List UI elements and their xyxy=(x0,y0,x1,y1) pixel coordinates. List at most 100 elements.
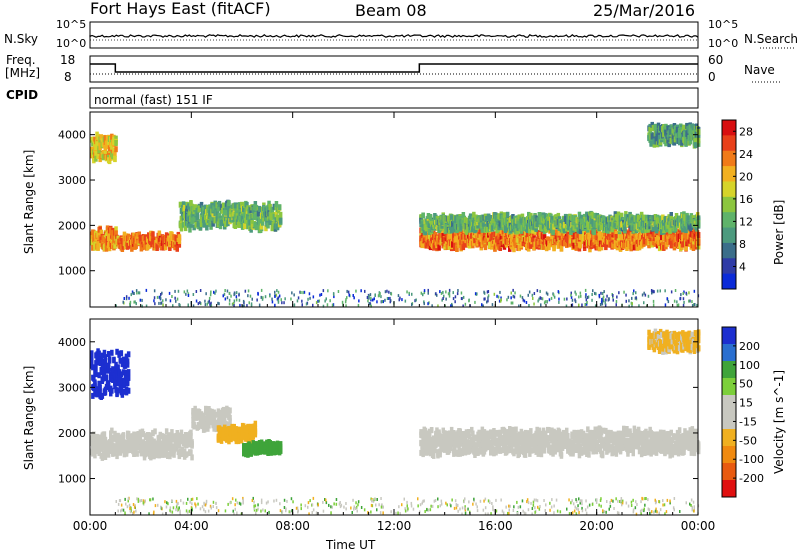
power-ground-cell xyxy=(631,302,633,306)
power-cell xyxy=(595,229,600,236)
velocity-cell xyxy=(117,438,121,445)
velocity-cell xyxy=(123,369,128,376)
power-cell xyxy=(664,123,668,130)
power-ground-cell xyxy=(386,297,389,300)
velocity-cell xyxy=(116,387,120,394)
velocity-cell xyxy=(227,433,231,440)
velocity-cell xyxy=(112,356,116,363)
power-cell xyxy=(547,217,551,224)
power-cell xyxy=(220,219,225,226)
power-cell xyxy=(261,219,265,226)
power-cell xyxy=(179,223,184,230)
power-ground-cell xyxy=(159,296,162,300)
power-cell xyxy=(578,228,583,235)
power-ground-cell xyxy=(462,295,465,299)
power-cell xyxy=(534,225,538,232)
velocity-cell xyxy=(170,429,174,436)
power-ground-cell xyxy=(228,302,231,306)
power-ground-cell xyxy=(134,300,136,304)
power-cell xyxy=(106,151,111,157)
power-cell xyxy=(462,241,467,248)
power-ground-cell xyxy=(175,299,177,303)
power-cell xyxy=(628,228,632,235)
power-cell xyxy=(517,214,521,221)
power-cell xyxy=(542,234,547,241)
beam-label: Beam 08 xyxy=(355,1,427,20)
power-cell xyxy=(90,146,94,153)
power-cell xyxy=(618,245,623,252)
power-ground-cell xyxy=(594,304,597,308)
power-ground-cell xyxy=(565,304,568,308)
power-cell xyxy=(205,224,209,231)
power-cell xyxy=(543,213,548,220)
power-ground-cell xyxy=(630,301,633,305)
power-ground-cell xyxy=(691,304,694,308)
power-cell xyxy=(210,203,214,209)
power-cell xyxy=(569,227,573,233)
power-ground-cell xyxy=(250,302,253,306)
power-cell xyxy=(426,213,431,219)
velocity-cell xyxy=(189,429,193,436)
power-cell xyxy=(234,204,239,211)
power-cell xyxy=(448,232,453,239)
power-cell xyxy=(269,211,273,218)
power-ground-cell xyxy=(168,291,171,295)
noise-sky-trace xyxy=(89,34,699,38)
power-cell xyxy=(608,214,612,221)
power-cell xyxy=(516,236,520,243)
power-cell xyxy=(669,137,673,144)
power-cell xyxy=(561,217,566,224)
velocity-cell xyxy=(148,445,152,452)
power-ground-cell xyxy=(618,291,620,295)
power-cell xyxy=(632,244,637,251)
power-ground-cell xyxy=(682,303,685,307)
power-ground-cell xyxy=(283,301,285,305)
power-ground-cell xyxy=(333,293,335,296)
velocity-cell xyxy=(103,358,108,364)
power-cell xyxy=(643,238,647,245)
power-ground-cell xyxy=(454,295,457,299)
power-cell xyxy=(208,209,212,216)
power-cell xyxy=(458,230,462,237)
velocity-cell xyxy=(188,437,192,444)
power-cell xyxy=(187,213,191,219)
power-ground-cell xyxy=(276,289,278,293)
power-ground-cell xyxy=(487,290,490,293)
power-cell xyxy=(651,239,656,246)
velocity-cell xyxy=(96,354,100,361)
velocity-cell xyxy=(149,432,153,439)
power-ground-cell xyxy=(601,299,604,303)
power-cell xyxy=(208,213,212,220)
velocity-cell xyxy=(138,429,143,436)
power-ground-cell xyxy=(442,297,444,300)
power-cell xyxy=(471,226,475,233)
power-ground-cell xyxy=(688,291,690,295)
velocity-cell xyxy=(111,366,115,373)
power-cell xyxy=(493,231,497,238)
power-colorbar-tick-label: 4 xyxy=(739,260,746,273)
power-cell xyxy=(114,226,118,233)
power-ground-cell xyxy=(497,295,500,299)
velocity-cell xyxy=(144,450,149,457)
power-cell xyxy=(660,234,664,241)
power-cell xyxy=(96,244,100,251)
velocity-cell xyxy=(110,387,114,394)
power-cell xyxy=(569,233,573,240)
power-cell xyxy=(246,205,250,212)
power-cell xyxy=(616,211,621,218)
power-cell xyxy=(276,215,281,222)
power-cell xyxy=(178,201,183,208)
velocity-cell xyxy=(172,451,176,458)
power-ground-cell xyxy=(676,304,679,307)
power-cell xyxy=(591,214,595,221)
velocity-cell xyxy=(173,440,177,447)
power-ground-cell xyxy=(443,294,445,298)
power-ground-cell xyxy=(689,299,691,303)
power-cell xyxy=(668,227,672,234)
power-cell xyxy=(637,244,642,251)
velocity-cell xyxy=(242,424,246,431)
power-cell xyxy=(696,140,701,147)
power-ground-cell xyxy=(217,301,219,305)
power-cell xyxy=(264,225,268,232)
power-cell xyxy=(181,221,186,228)
